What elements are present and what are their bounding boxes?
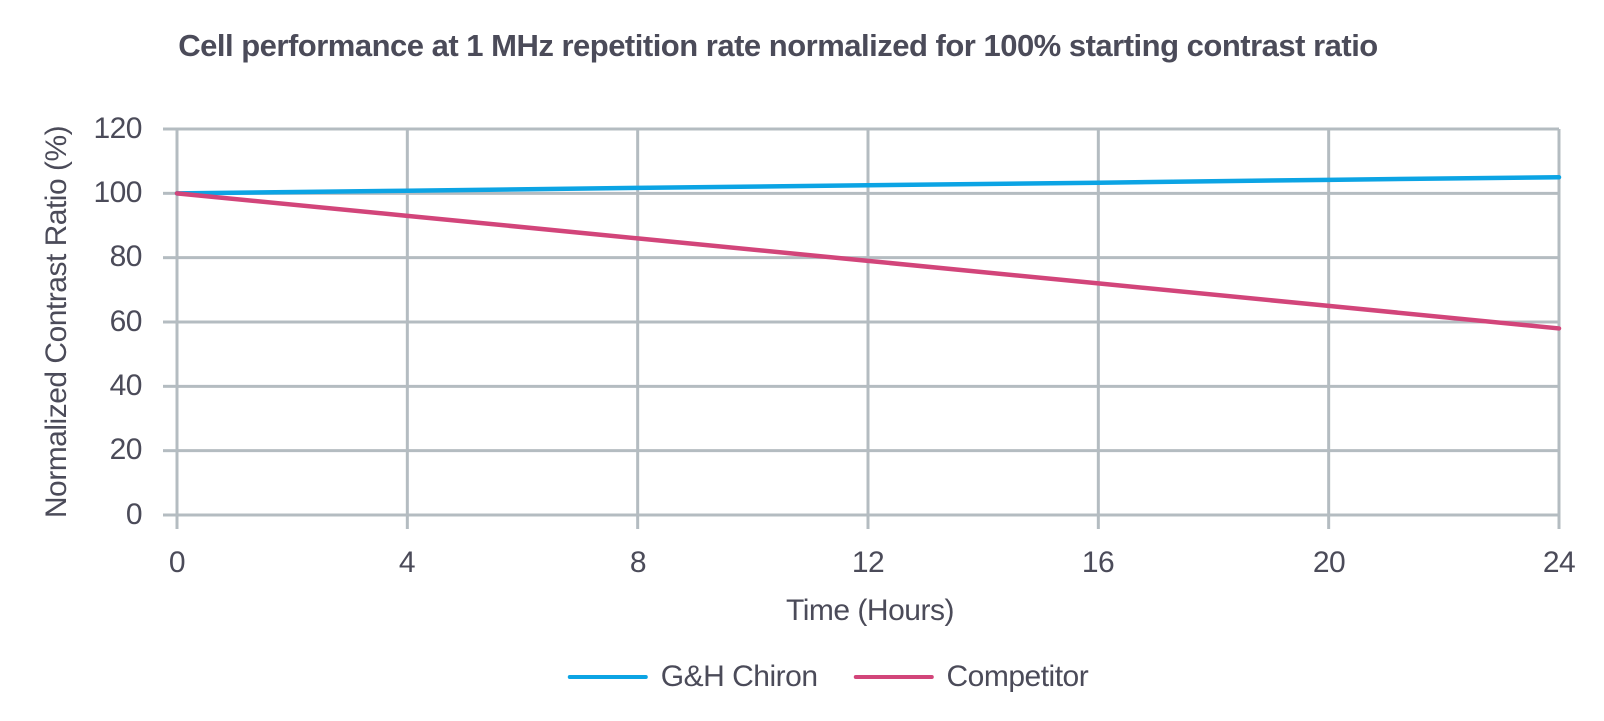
y-axis-title: Normalized Contrast Ratio (%): [40, 125, 73, 519]
chart-title: Cell performance at 1 MHz repetition rat…: [0, 20, 1556, 71]
y-tick-label: 20: [109, 433, 143, 466]
x-tick-label: 24: [1542, 546, 1576, 579]
y-tick-label: 100: [93, 176, 142, 209]
x-tick-label: 16: [1081, 546, 1115, 579]
y-tick-label: 80: [109, 240, 143, 273]
legend-label: Competitor: [946, 660, 1089, 693]
x-tick-label: 20: [1312, 546, 1346, 579]
y-tick-label: 40: [109, 369, 143, 402]
y-tick-label: 120: [93, 112, 142, 145]
legend-line-swatch-blue: [567, 675, 648, 679]
y-tick-label: 0: [125, 498, 143, 531]
y-tick-label: 60: [109, 305, 143, 338]
x-tick-label: 0: [168, 546, 186, 579]
legend-item-gh-chiron: G&H Chiron: [567, 660, 818, 694]
x-tick-label: 12: [851, 546, 885, 579]
x-axis-title: Time (Hours): [786, 594, 954, 627]
chart-title-text: Cell performance at 1 MHz repetition rat…: [178, 28, 1378, 63]
legend-label: G&H Chiron: [660, 660, 818, 693]
x-tick-label: 4: [398, 546, 416, 579]
legend-item-competitor: Competitor: [853, 660, 1089, 694]
chart-legend: G&H Chiron Competitor: [567, 660, 1089, 694]
legend-line-swatch-pink: [853, 675, 934, 679]
x-tick-label: 8: [629, 546, 647, 579]
